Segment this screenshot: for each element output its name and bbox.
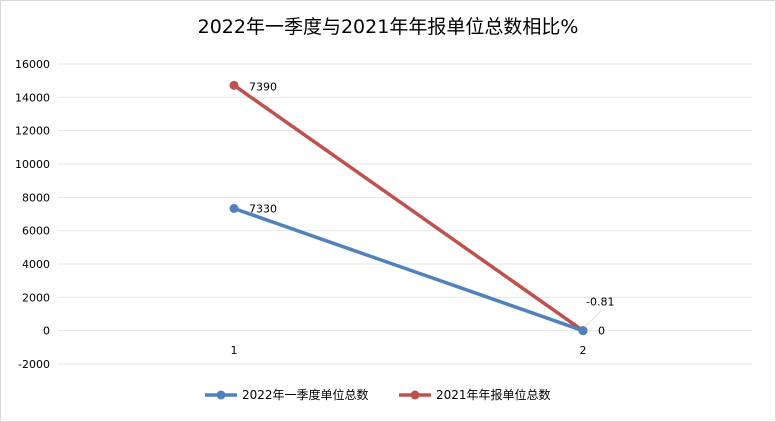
y-tick-label: 6000 <box>22 225 50 238</box>
data-label: -0.81 <box>586 296 614 309</box>
series-line <box>232 83 585 333</box>
chart-title: 2022年一季度与2021年年报单位总数相比% <box>197 16 579 38</box>
y-tick-label: 14000 <box>15 91 50 104</box>
y-tick-label: 10000 <box>15 158 50 171</box>
y-tick-label: 16000 <box>15 58 50 71</box>
legend-marker <box>216 390 226 400</box>
data-label: 7390 <box>249 80 277 93</box>
data-point <box>229 80 239 90</box>
legend-label: 2021年年报单位总数 <box>436 387 551 402</box>
data-point <box>229 204 239 213</box>
y-tick-label: 2000 <box>22 291 50 304</box>
y-tick-label: 8000 <box>22 191 50 204</box>
series-line <box>233 206 584 333</box>
y-tick-label: 12000 <box>15 125 50 138</box>
legend-marker <box>410 390 420 400</box>
legend-label: 2022年一季度单位总数 <box>242 387 369 402</box>
y-tick-label: 4000 <box>22 258 50 271</box>
x-tick-label: 1 <box>231 344 238 357</box>
data-point <box>578 326 588 336</box>
y-tick-label: -2000 <box>18 358 50 371</box>
data-label: 7330 <box>249 203 277 216</box>
data-label: 0 <box>598 325 605 338</box>
leader-line <box>584 310 602 328</box>
x-tick-label: 2 <box>580 344 587 357</box>
y-tick-label: 0 <box>43 325 50 338</box>
